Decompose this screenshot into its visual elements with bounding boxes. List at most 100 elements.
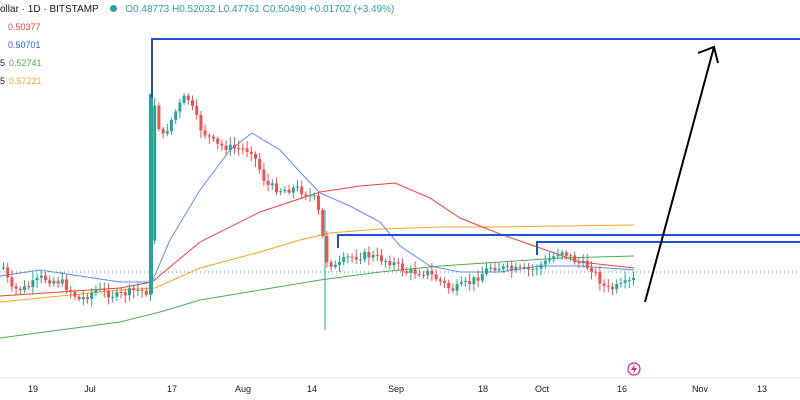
candle-body (346, 256, 350, 258)
candle (237, 140, 241, 156)
candle-body (304, 194, 308, 197)
candle (123, 288, 127, 303)
candle-body (396, 262, 400, 264)
candle-body (510, 265, 514, 271)
middle-box (337, 234, 800, 248)
candle (476, 270, 480, 288)
candle (585, 254, 589, 271)
candle (258, 152, 262, 174)
candle-body (497, 268, 501, 271)
projection-arrow[interactable] (644, 45, 719, 303)
candle (279, 188, 283, 196)
candle (401, 258, 404, 277)
candle (65, 274, 68, 294)
indicator-value: 5 0.57221 (0, 76, 42, 86)
candle-body (350, 256, 354, 258)
candle (249, 146, 253, 161)
candle-body (480, 273, 484, 281)
candle (623, 272, 627, 289)
candle (287, 184, 291, 195)
ohlc-readout: O0.48773 H0.52032 L0.47761 C0.50490 +0.0… (125, 4, 395, 15)
candle-body (107, 290, 110, 298)
x-axis-label: Sep (388, 384, 404, 394)
candle (531, 263, 535, 277)
candle-body (69, 290, 73, 293)
event-marker-icon[interactable] (627, 362, 641, 376)
candle-body (560, 252, 564, 256)
candle (6, 262, 10, 283)
candle (73, 289, 77, 300)
candle (170, 117, 173, 135)
candle-body (434, 274, 438, 280)
candle (14, 282, 18, 296)
candle-body (102, 288, 106, 291)
candle-body (556, 255, 560, 257)
candle (266, 173, 270, 192)
candle (619, 277, 623, 288)
candle (535, 264, 539, 276)
symbol-label[interactable]: ollar · 1D · BITSTAMP (0, 4, 99, 15)
lower-box (536, 241, 800, 255)
drawing-boxes[interactable] (151, 38, 800, 255)
candle-body (338, 262, 341, 265)
candle-body (417, 274, 421, 276)
x-axis-label: 17 (167, 384, 177, 394)
candle-body (518, 266, 522, 268)
candle-body (552, 256, 556, 260)
candle-body (2, 267, 5, 269)
moving-average-line (0, 182, 635, 297)
candle-body (405, 271, 409, 273)
candle-body (409, 269, 413, 273)
candle (35, 273, 39, 288)
candle (375, 247, 379, 262)
candle (220, 139, 224, 151)
candle (81, 290, 85, 306)
candle-body (291, 187, 295, 193)
candle (48, 275, 52, 287)
candle (573, 251, 577, 265)
candle-body (203, 130, 207, 136)
candle-body (308, 195, 312, 197)
candle (191, 95, 194, 111)
candle-body (73, 292, 77, 297)
candle-body (115, 292, 119, 297)
candle (207, 132, 211, 144)
candle-body (178, 102, 182, 112)
indicator-value-text: 0.50701 (8, 40, 41, 50)
candle-body (14, 286, 18, 289)
x-axis-label: Aug (235, 384, 251, 394)
candle-body (136, 289, 140, 291)
candle-body (619, 282, 623, 285)
candle-body (31, 280, 35, 288)
market-status-icon (109, 5, 117, 12)
candle-body (632, 277, 635, 281)
candle (333, 260, 337, 270)
candle-body (590, 267, 593, 272)
candle (371, 250, 375, 262)
candle-body (27, 286, 31, 288)
candle (430, 262, 434, 282)
moving-average-line (0, 255, 635, 339)
x-axis-label: 19 (28, 384, 38, 394)
candle-body (493, 267, 497, 271)
candle-body (489, 267, 493, 269)
candle-body (48, 280, 52, 284)
candle-body (438, 279, 442, 281)
candle (296, 180, 299, 192)
candle (107, 282, 110, 305)
candle-body (186, 95, 190, 101)
candle (447, 279, 451, 294)
candle (367, 246, 371, 266)
candle (514, 262, 518, 273)
candle-body (245, 148, 249, 152)
candle-body (39, 275, 43, 278)
candle (178, 98, 182, 119)
candle (329, 259, 333, 272)
candle-body (342, 257, 346, 263)
candle (564, 249, 568, 261)
candle (165, 123, 169, 137)
candle (228, 137, 232, 157)
candle (136, 282, 140, 296)
candle (174, 109, 178, 125)
